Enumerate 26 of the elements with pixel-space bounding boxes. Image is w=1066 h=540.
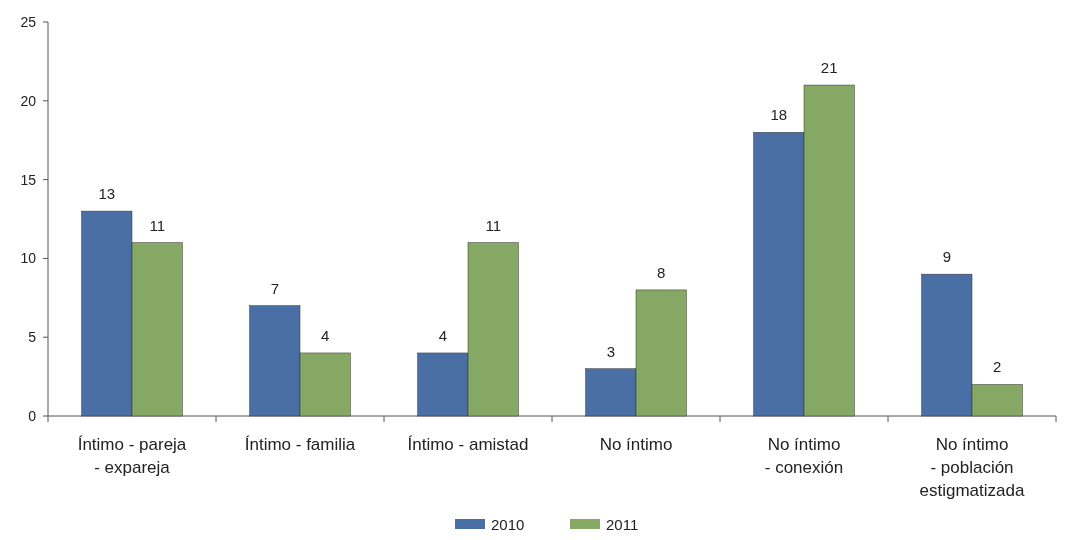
data-label: 21 [820,59,838,77]
legend-label: 2011 [606,516,639,533]
y-tick-label: 15 [20,171,37,188]
x-tick-label: Íntimo - familia [244,435,356,454]
data-label: 7 [270,279,279,297]
data-label: 4 [321,326,330,344]
data-label: 3 [606,342,615,360]
data-label: 11 [149,216,165,234]
x-tick-label: No íntimo [599,435,673,454]
data-label: 13 [98,185,116,203]
x-tick-label: Íntimo - pareja - expareja [77,435,187,477]
y-tick-label: 25 [20,13,37,30]
y-tick-label: 10 [20,250,37,267]
y-tick-label: 5 [28,329,37,346]
data-label: 8 [657,263,666,281]
data-label: 2 [993,358,1002,376]
data-label: 4 [438,326,447,344]
x-tick-label: No íntimo - conexión [764,435,844,477]
y-tick-label: 20 [20,92,37,109]
data-label: 11 [485,216,501,234]
data-label: 9 [942,248,951,266]
x-tick-label: No íntimo - población estigmatizada [919,435,1025,500]
legend-label: 2010 [491,516,525,533]
data-label: 18 [770,106,788,124]
x-tick-label: Íntimo - amistad [407,435,529,454]
y-tick-label: 0 [28,407,37,424]
